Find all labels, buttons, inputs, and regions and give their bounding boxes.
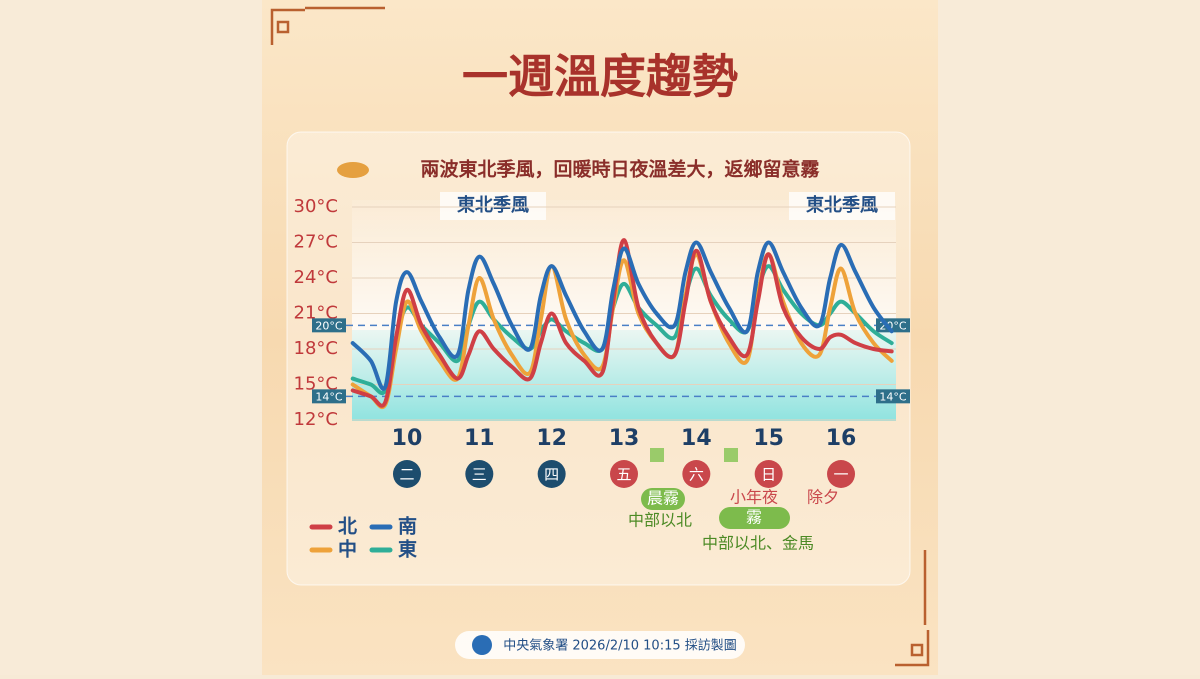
- monsoon-label: 東北季風: [806, 194, 878, 216]
- x-tick-label: 16: [826, 426, 857, 451]
- y-tick-label: 21°C: [294, 303, 338, 324]
- annotation: 霧: [746, 508, 762, 527]
- weekday-badge: [465, 460, 494, 488]
- badge: [641, 488, 685, 510]
- weekday-label: 日: [761, 466, 776, 484]
- corner-decoration: [270, 6, 385, 45]
- y-tick-label: 18°C: [294, 338, 338, 359]
- y-tick-label: 24°C: [294, 267, 338, 288]
- y-tick-label: 30°C: [294, 196, 338, 217]
- monsoon-label: 東北季風: [457, 194, 529, 216]
- reference-label-box: [312, 389, 346, 404]
- series-line: [350, 240, 894, 391]
- x-tick-label: 13: [609, 426, 640, 451]
- legend-label: 東: [398, 538, 417, 561]
- cloud-icon: [337, 162, 369, 178]
- weekday-label: 三: [472, 466, 487, 484]
- footer-box: [455, 631, 745, 659]
- source: 中央氣象署 2026/2/10 10:15 採訪製圖: [503, 638, 737, 654]
- reference-label-box: [876, 389, 910, 404]
- label-box: [440, 192, 546, 220]
- fog-icon: [724, 448, 738, 462]
- annotation: 除夕: [807, 488, 839, 507]
- plot-background: [352, 200, 896, 330]
- annotation: 中部以北: [628, 511, 692, 530]
- y-tick-label: 12°C: [294, 409, 338, 430]
- legend-label: 中: [338, 538, 357, 561]
- badge: [719, 507, 790, 529]
- series-line: [350, 252, 894, 410]
- legend-label: 南: [398, 516, 417, 538]
- weekday-label: 四: [544, 466, 559, 484]
- reference-label-box: [312, 318, 346, 333]
- weekday-label: 二: [399, 466, 414, 484]
- weekday-badge: [754, 460, 783, 488]
- y-tick-label: 27°C: [294, 232, 338, 253]
- logo: [472, 635, 492, 655]
- x-tick-label: 15: [753, 426, 784, 451]
- x-tick-label: 14: [681, 426, 712, 451]
- annotation: 晨霧: [647, 489, 679, 508]
- weekday-label: 一: [834, 466, 849, 484]
- x-tick-label: 10: [392, 426, 423, 451]
- weekday-label: 六: [689, 466, 704, 484]
- fog-icon: [650, 448, 664, 462]
- label-box: [789, 192, 895, 220]
- weekday-badge: [610, 460, 638, 488]
- reference-label: 14°C: [879, 390, 906, 403]
- title: 一週溫度趨勢: [462, 50, 738, 104]
- x-tick-label: 11: [464, 426, 495, 451]
- y-tick-label: 15°C: [294, 374, 338, 395]
- corner-decoration: [895, 550, 930, 667]
- annotation: 中部以北、金馬: [702, 534, 814, 553]
- series-line: [350, 264, 894, 396]
- x-tick-label: 12: [536, 426, 567, 451]
- weekday-badge: [392, 460, 421, 488]
- weekday-badge: [827, 460, 856, 488]
- subtitle: 兩波東北季風，回暖時日夜溫差大，返鄉留意霧: [420, 158, 820, 181]
- weekday-badge: [537, 460, 566, 488]
- reference-label: 20°C: [315, 319, 342, 332]
- legend-label: 北: [338, 516, 357, 538]
- annotation: 小年夜: [730, 488, 778, 507]
- reference-label: 14°C: [315, 390, 342, 403]
- weekday-label: 五: [616, 466, 631, 484]
- weekday-badge: [682, 460, 711, 488]
